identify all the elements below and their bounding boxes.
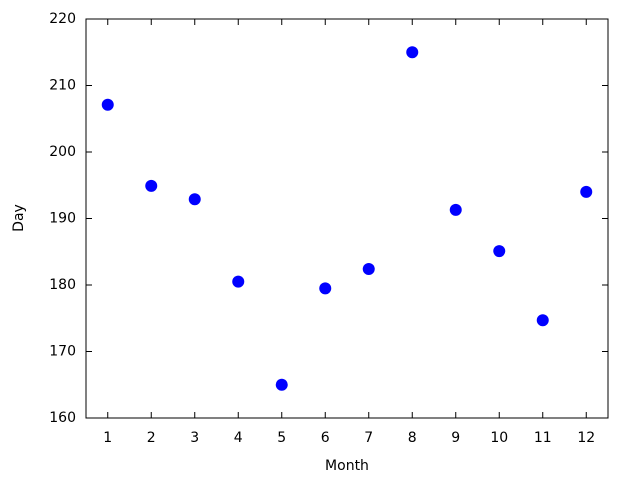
point [580, 185, 593, 198]
y-tick-label: 200 [49, 144, 76, 160]
x-tick-label: 2 [147, 430, 156, 446]
x-tick-label: 11 [534, 430, 552, 446]
x-tick-label: 4 [234, 430, 243, 446]
y-axis-label: Day [11, 204, 27, 232]
x-tick-label: 1 [103, 430, 112, 446]
y-tick-label: 180 [49, 277, 76, 293]
x-tick-label: 6 [321, 430, 330, 446]
point [536, 314, 549, 327]
y-tick-label: 220 [49, 11, 76, 27]
point [449, 203, 462, 216]
point [406, 46, 419, 59]
x-tick-label: 5 [277, 430, 286, 446]
y-tick-label: 190 [49, 211, 76, 227]
point [319, 282, 332, 295]
point [275, 378, 288, 391]
x-tick-label: 8 [408, 430, 417, 446]
point [101, 98, 114, 111]
x-tick-label: 10 [490, 430, 508, 446]
plot-frame [85, 18, 609, 419]
x-tick-label: 7 [364, 430, 373, 446]
y-tick-label: 160 [49, 410, 76, 426]
point [232, 275, 245, 288]
x-tick-label: 12 [577, 430, 595, 446]
y-tick-label: 170 [49, 344, 76, 360]
x-axis-label: Month [325, 458, 369, 474]
point [188, 193, 201, 206]
x-tick-label: 9 [451, 430, 460, 446]
point [362, 263, 375, 276]
y-tick-label: 210 [49, 78, 76, 94]
x-tick-label: 3 [190, 430, 199, 446]
point [145, 179, 158, 192]
point [493, 245, 506, 258]
